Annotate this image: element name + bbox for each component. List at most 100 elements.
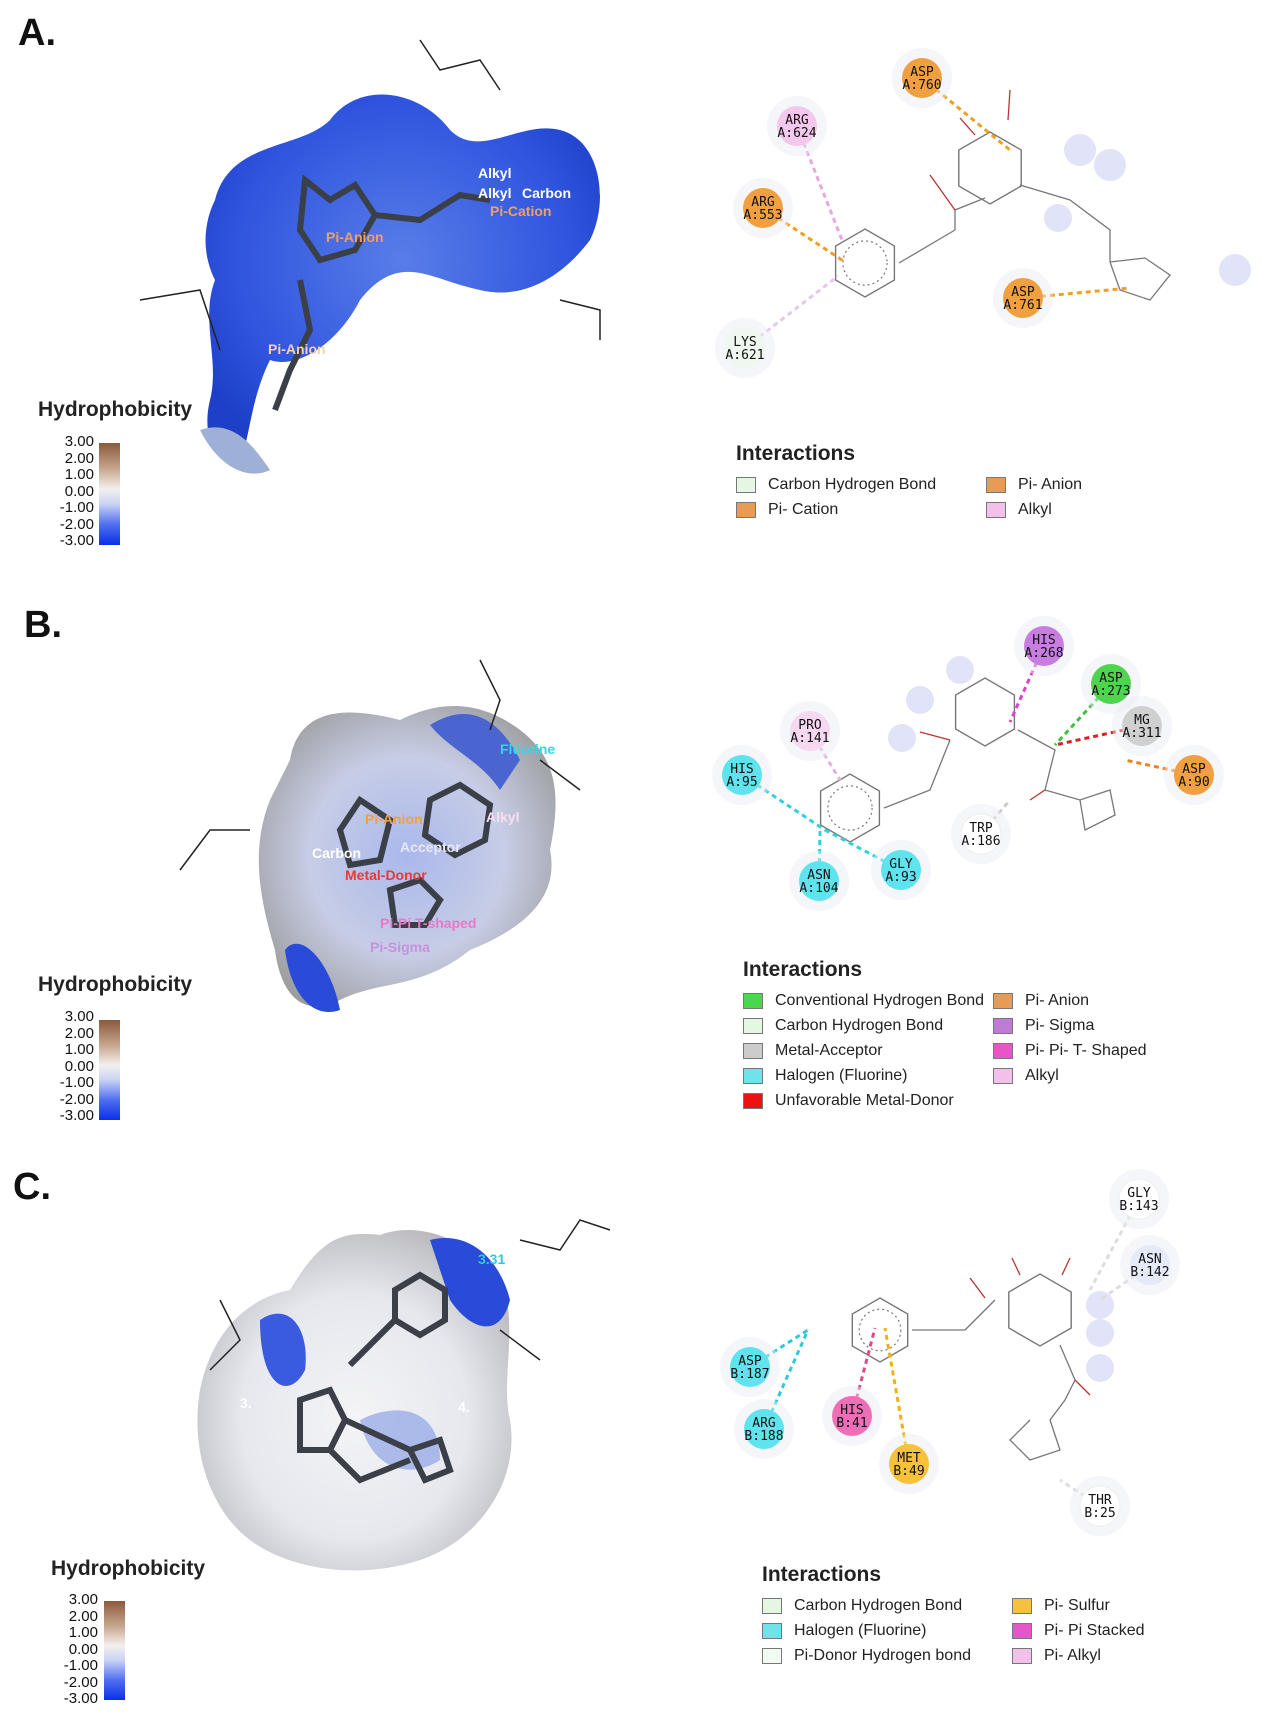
residue-name: LYS: [733, 335, 756, 350]
residue-id: B:188: [744, 1429, 783, 1444]
residue-id: B:143: [1119, 1199, 1158, 1214]
legend-item: Pi- Pi Stacked: [1012, 1622, 1212, 1640]
hydrophobicity-title: Hydrophobicity: [38, 973, 193, 996]
residue-name: ARG: [752, 1416, 776, 1431]
panel-label-a: A.: [18, 12, 56, 54]
residue-id: B:41: [836, 1416, 867, 1431]
legend-item: Metal-Acceptor: [743, 1042, 993, 1060]
residue-circle: [1024, 626, 1064, 666]
legend-item: Halogen (Fluorine): [762, 1622, 1012, 1640]
residue-circle: [1003, 278, 1043, 318]
surface-label: Acceptor: [400, 839, 461, 855]
residue-circle: [743, 188, 783, 228]
legend-label: Carbon Hydrogen Bond: [768, 476, 937, 493]
residue-name: ARG: [751, 195, 775, 210]
interaction-line: [1054, 724, 1143, 747]
legend-label: Alkyl: [1025, 1067, 1059, 1084]
legend-item: Alkyl: [993, 1067, 1193, 1085]
residue-name: HIS: [840, 1403, 863, 1418]
residue-name: ARG: [785, 113, 809, 128]
residue-id: A:760: [902, 78, 941, 93]
residue-name: ASP: [1182, 762, 1206, 777]
legend-item: Pi- Sulfur: [1012, 1597, 1212, 1615]
legend-swatch: [993, 1068, 1013, 1084]
residue-circle: [902, 58, 942, 98]
legend-item: Unfavorable Metal-Donor: [743, 1092, 993, 1110]
legend-swatch: [1012, 1648, 1032, 1664]
residue-circle: [777, 106, 817, 146]
panel-label-c: C.: [13, 1166, 51, 1208]
legend-item: Pi- Anion: [993, 992, 1193, 1010]
tick: -2.00: [59, 1090, 94, 1108]
interaction-line: [1059, 1478, 1101, 1508]
tick: -1.00: [59, 1074, 94, 1091]
tick: -2.00: [59, 515, 94, 533]
residue-id: A:93: [885, 870, 916, 885]
panel-b-3d-surface: Fluorine Alkyl Pi-Anion Carbon Acceptor …: [179, 659, 581, 1012]
legend-item: Pi- Pi- T- Shaped: [993, 1042, 1193, 1060]
tick: 2.00: [64, 449, 94, 467]
interactions-legend-b: Interactions Conventional Hydrogen Bond P…: [743, 958, 1193, 1110]
residue-id: A:90: [1178, 775, 1209, 790]
residue-id: B:25: [1084, 1506, 1115, 1521]
interaction-line: [795, 125, 844, 241]
legend-title: Interactions: [736, 442, 856, 465]
legend-label: Carbon Hydrogen Bond: [794, 1597, 963, 1614]
residue-circle: [889, 1444, 929, 1484]
residue-id: A:553: [743, 208, 782, 223]
residue-circle: [1174, 755, 1214, 795]
tick: 3.00: [68, 1591, 98, 1608]
tick: 1.00: [64, 466, 94, 483]
legend-item: Carbon Hydrogen Bond: [743, 1017, 993, 1035]
tick: -3.00: [59, 1107, 94, 1124]
legend-swatch: [736, 502, 756, 518]
tick: 2.00: [64, 1024, 94, 1042]
interactions-legend-c: Interactions Carbon Hydrogen Bond Pi- Sul…: [762, 1563, 1212, 1665]
surface-label: Pi-Anion: [326, 229, 384, 245]
residue-id: A:311: [1122, 726, 1161, 741]
surface-label: 3.: [240, 1395, 252, 1411]
residue-circle: [744, 1409, 784, 1449]
residue-name: ASN: [807, 868, 830, 883]
legend-item: Pi- Cation: [736, 501, 986, 519]
legend-swatch: [1012, 1623, 1032, 1639]
legend-label: Conventional Hydrogen Bond: [775, 992, 985, 1009]
surface-label: Pi-Pi T-shaped: [380, 915, 476, 931]
surface-label: Pi-Sigma: [370, 939, 430, 955]
residue-id: A:273: [1091, 684, 1130, 699]
residue-name: ASN: [1138, 1252, 1161, 1267]
panel-a-3d-surface: Alkyl Alkyl Carbon Pi-Cation Pi-Anion Pi…: [139, 39, 601, 474]
legend-item: Alkyl: [986, 501, 1186, 519]
legend-label: Alkyl: [1018, 501, 1052, 518]
residue-name: ASP: [1099, 671, 1123, 686]
residue-name: MET: [897, 1451, 921, 1466]
residue-circle: [722, 755, 762, 795]
tick: 0.00: [64, 482, 94, 500]
surface-label: Pi-Cation: [490, 203, 551, 219]
tick: -1.00: [59, 499, 94, 516]
legend-label: Pi- Pi- T- Shaped: [1025, 1042, 1147, 1059]
legend-swatch: [986, 477, 1006, 493]
residue-node[interactable]: MGA:311: [1112, 696, 1172, 756]
